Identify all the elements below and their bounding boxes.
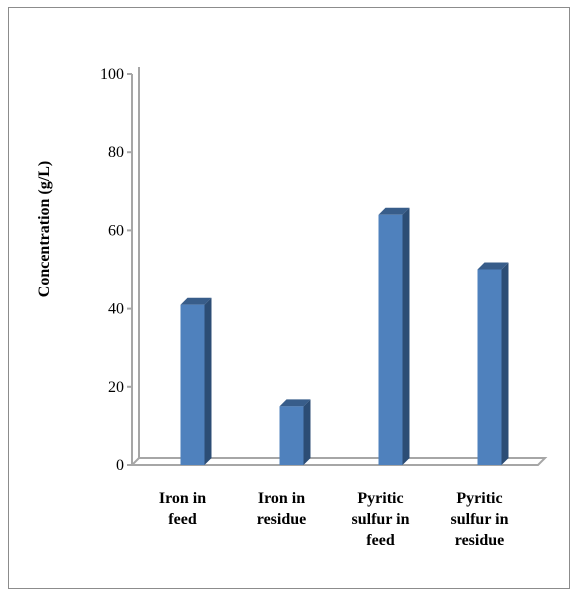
bar <box>180 304 205 465</box>
bar-side <box>303 399 311 465</box>
x-category-label: Iron in residue <box>257 490 306 528</box>
bar-side <box>402 207 410 465</box>
x-category-label-line: residue <box>455 532 504 549</box>
y-axis-label: Concentration (g/L) <box>36 161 53 297</box>
x-category-label-line: Iron in <box>159 490 206 507</box>
y-tick-label: 0 <box>116 457 124 474</box>
y-tick-label: 40 <box>108 301 124 318</box>
bar-side <box>204 297 212 465</box>
x-category-label-line: Pyritic <box>357 490 403 507</box>
bar <box>477 269 502 465</box>
x-category-label: Pyritic sulfur in feed <box>352 490 410 549</box>
bars <box>180 207 509 465</box>
chart-frame <box>8 7 570 589</box>
x-category-label-line: sulfur in <box>352 511 410 528</box>
x-category-label-line: feed <box>366 532 395 549</box>
y-tick-label: 20 <box>108 379 124 396</box>
x-category-label-line: residue <box>257 511 306 528</box>
bar-top <box>477 262 509 270</box>
bar-top <box>279 399 311 407</box>
x-category-label-line: feed <box>168 511 197 528</box>
bar <box>279 406 304 465</box>
chart-floor <box>129 457 548 466</box>
bar <box>378 214 403 465</box>
bar-top <box>378 207 410 215</box>
x-category-label: Iron in feed <box>159 490 206 528</box>
bar-top <box>180 297 212 305</box>
axes <box>127 67 548 466</box>
y-tick-label: 60 <box>108 222 124 239</box>
y-tick-label: 80 <box>108 144 124 161</box>
x-category-label-line: Iron in <box>258 490 305 507</box>
x-category-labels: Iron in feed Iron in residue Pyritic sulfur i… <box>159 490 509 549</box>
x-category-label-line: Pyritic <box>456 490 502 507</box>
x-category-label-line: sulfur in <box>451 511 509 528</box>
bar-side <box>501 262 509 465</box>
y-tick-labels: 0 20 40 60 80 100 <box>100 66 124 474</box>
y-tick-label: 100 <box>100 66 124 83</box>
x-category-label: Pyritic sulfur in residue <box>451 490 509 549</box>
